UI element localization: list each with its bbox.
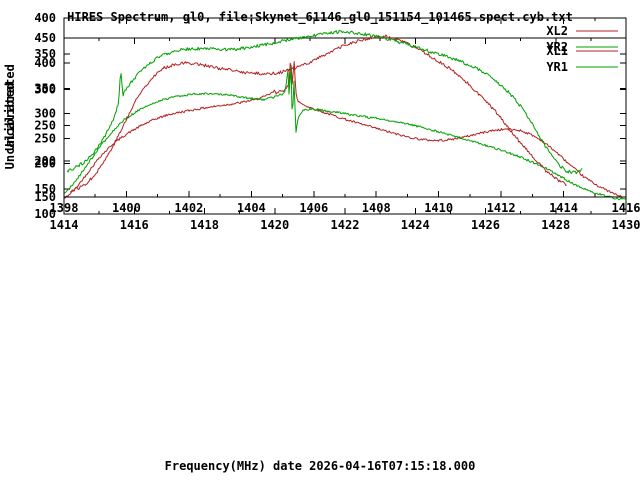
x-tick-label: 1418 [190, 218, 219, 232]
y-axis-label: Uncalibrated [3, 64, 17, 151]
x-tick-label: 1428 [541, 218, 570, 232]
x-tick-label: 1412 [487, 201, 516, 215]
y-tick-label: 450 [34, 31, 56, 45]
x-tick-label: 1420 [260, 218, 289, 232]
y-tick-label: 150 [34, 190, 56, 204]
x-tick-label: 1426 [471, 218, 500, 232]
x-tick-label: 1400 [112, 201, 141, 215]
y-tick-label: 300 [34, 106, 56, 120]
x-tick-label: 1414 [50, 218, 79, 232]
x-tick-label: 1416 [612, 201, 640, 215]
x-tick-label: 1398 [50, 201, 79, 215]
series-XL1 [63, 61, 623, 200]
x-tick-label: 1422 [331, 218, 360, 232]
legend-label: XL1 [546, 44, 568, 58]
y-tick-label: 150 [34, 182, 56, 196]
y-axis-label: Uncalibrated [3, 83, 17, 170]
y-tick-label: 350 [34, 47, 56, 61]
y-tick-label: 200 [34, 157, 56, 171]
y-tick-label: 100 [34, 207, 56, 221]
x-tick-label: 1414 [549, 201, 578, 215]
x-axis-label: Frequency(MHz) date 2026-04-16T07:15:18.… [164, 459, 476, 473]
bottom-plot: 1398 1400 1402 1404 1406 1408 1410 1412 1414 1416… [3, 11, 640, 215]
legend-label: YR1 [546, 60, 568, 74]
x-tick-label: 1416 [120, 218, 149, 232]
x-tick-label: 1404 [237, 201, 266, 215]
plot-frame [63, 17, 627, 198]
series-YR2 [66, 29, 583, 175]
y-tick-label: 200 [34, 154, 56, 168]
x-tick-label: 1402 [174, 201, 203, 215]
top-plot: 1414 1416 1418 1420 1422 1424 1426 1428 14301001… [3, 31, 640, 232]
x-tick-label: 1424 [401, 218, 430, 232]
y-tick-label: 250 [34, 132, 56, 146]
y-tick-label: 400 [34, 56, 56, 70]
y-tick-label: 250 [34, 118, 56, 132]
series-YR1 [63, 66, 627, 201]
series-XL2 [69, 34, 567, 193]
chart-title: HIRES Spectrum, gl0, file:Skynet_61146_g… [67, 10, 573, 24]
legend-label: YR2 [546, 40, 568, 54]
x-tick-label: 1410 [424, 201, 453, 215]
y-tick-label: 300 [34, 83, 56, 97]
legend-label: XL2 [546, 24, 568, 38]
y-tick-label: 400 [34, 11, 56, 25]
x-tick-label: 1406 [299, 201, 328, 215]
y-tick-label: 350 [34, 81, 56, 95]
x-tick-label: 1408 [362, 201, 391, 215]
x-tick-label: 1430 [612, 218, 640, 232]
